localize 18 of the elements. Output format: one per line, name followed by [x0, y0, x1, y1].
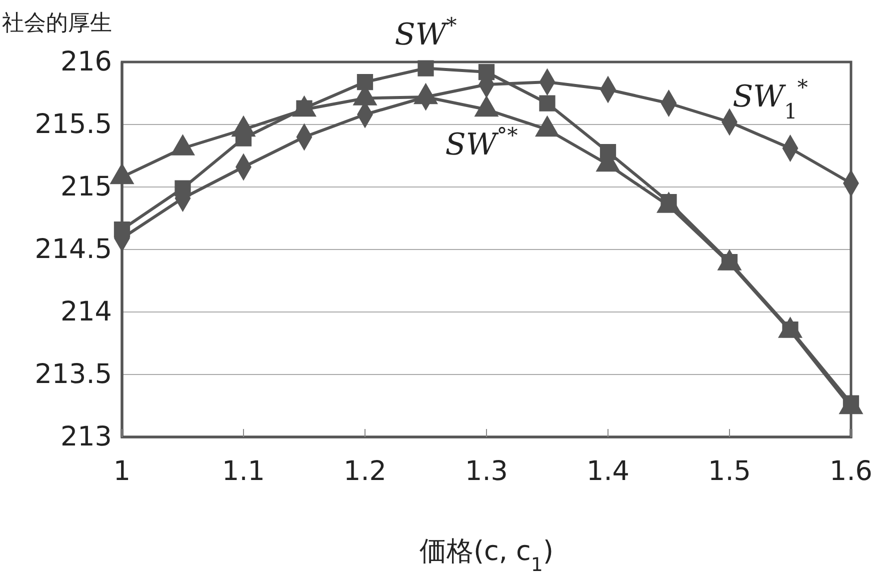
y-tick-label: 214	[60, 296, 112, 328]
series-label: SW$^{*}$	[394, 13, 458, 52]
x-tick-label: 1.3	[465, 456, 508, 488]
x-tick-label: 1.5	[708, 456, 751, 488]
y-tick-label: 213.5	[34, 359, 112, 390]
y-axis-title: 社会的厚生	[2, 11, 112, 36]
x-tick-label: 1.1	[222, 456, 265, 488]
y-tick-label: 216	[60, 46, 112, 78]
x-tick-label: 1	[113, 456, 131, 488]
y-tick-label: 214.5	[34, 234, 112, 266]
y-tick-label: 215	[60, 172, 112, 203]
series-label: SW$^{°*}$	[445, 124, 518, 162]
x-tick-label: 1.6	[830, 456, 872, 488]
y-tick-label: 213	[60, 422, 112, 453]
y-tick-label: 215.5	[34, 109, 112, 140]
x-tick-label: 1.4	[586, 456, 630, 488]
x-axis-title: 価格(c, c$_{1}$)	[420, 536, 554, 575]
x-tick-label: 1.2	[344, 456, 386, 488]
